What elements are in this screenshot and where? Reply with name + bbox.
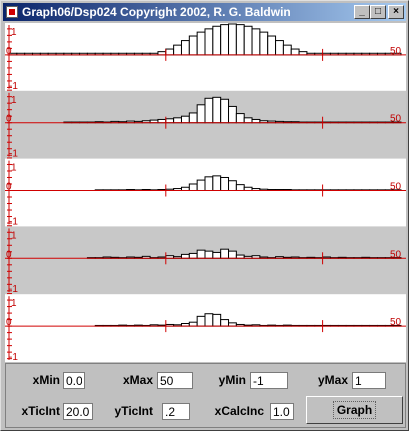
plot-4-bar [180, 253, 190, 259]
plot-1-bar [251, 28, 261, 56]
plot-2-bar [243, 117, 253, 124]
plot-2-y-bottom-label: -1 [9, 149, 18, 160]
plot-4-bar [220, 248, 230, 259]
plot-3-bar [212, 175, 222, 192]
graph-button[interactable]: Graph [306, 396, 403, 424]
yticint-label: yTicInt [114, 404, 153, 418]
plot-4-x-max-label: 50 [390, 249, 402, 260]
title-bar[interactable]: Graph06/Dsp024 Copyright 2002, R. G. Bal… [3, 3, 406, 21]
plot-1-bar [188, 35, 198, 56]
plot-3-y-zero-label: 0 [6, 182, 12, 193]
control-panel: xMin xMax yMin yMax xTicInt yTicInt xCal… [5, 363, 406, 428]
plot-4-bar [204, 250, 214, 259]
plot-4-bar [196, 249, 206, 259]
plot-5-x-max-label: 50 [390, 317, 402, 328]
plot-5-bar [220, 319, 230, 327]
plot-1-bar [204, 28, 214, 56]
plot-1-y-bottom-label: -1 [9, 81, 18, 92]
plot-3-y-bottom-label: -1 [9, 216, 18, 227]
plot-1-bar [173, 44, 182, 56]
plot-1-y-top-label: 1 [11, 27, 17, 38]
ymax-field[interactable] [352, 372, 386, 389]
plot-1-bar [228, 23, 237, 56]
plot-area: 1 0 -1 50 1 0 -1 50 1 0 -1 50 1 0 -1 50 1 0 -1 50 [5, 23, 406, 362]
plot-3-bar [188, 183, 198, 192]
xmin-field[interactable] [63, 372, 85, 389]
java-app-icon[interactable] [6, 6, 18, 18]
plot-1-bar [196, 31, 206, 56]
plot-2-y-top-label: 1 [11, 95, 17, 106]
plot-2-bar [188, 112, 198, 124]
plot-1-bar [165, 48, 175, 56]
xticint-label: xTicInt [21, 404, 60, 418]
plot-4-bar [212, 251, 222, 259]
maximize-button[interactable]: □ [370, 5, 386, 19]
plot-1-bar [180, 40, 190, 56]
plot-1-y-zero-label: 0 [6, 46, 12, 57]
minimize-button[interactable]: _ [354, 5, 370, 19]
plot-4-bar [228, 250, 237, 259]
plot-2-bar [220, 98, 230, 124]
plot-1-bar [267, 35, 277, 56]
plot-3-y-top-label: 1 [11, 163, 17, 174]
plot-1-bar [212, 25, 222, 56]
plot-2-y-zero-label: 0 [6, 114, 12, 125]
ymin-label: yMin [218, 373, 246, 387]
plot-2-bar [196, 104, 206, 124]
plot-1-bar [290, 48, 300, 56]
xmax-field[interactable] [157, 372, 193, 389]
xticint-field[interactable] [63, 403, 93, 420]
plot-4-bar [188, 252, 198, 259]
plot-5-bar [204, 313, 214, 327]
plot-1-bar [235, 24, 245, 56]
ymax-label: yMax [317, 373, 348, 387]
xmin-label: xMin [32, 373, 60, 387]
plot-3-bar [220, 176, 230, 191]
plot-3-bar [228, 180, 237, 192]
plot-3-bar [204, 176, 214, 192]
plot-4-y-top-label: 1 [11, 230, 17, 241]
plot-2-bar [212, 96, 222, 124]
plot-2-bar [235, 113, 245, 124]
plot-5-y-zero-label: 0 [6, 317, 12, 328]
plot-1-bar [220, 24, 230, 56]
plot-2-bar [173, 117, 182, 124]
plot-2-bar [228, 105, 237, 124]
plot-2-bar [180, 115, 190, 124]
plot-1-bar [275, 40, 284, 56]
plot-4-y-zero-label: 0 [6, 249, 12, 260]
graph-button-label: Graph [332, 401, 377, 419]
plot-3-x-max-label: 50 [390, 182, 402, 193]
plot-1-bar [243, 25, 253, 56]
ymin-field[interactable] [250, 372, 288, 389]
yticint-field[interactable] [162, 403, 190, 420]
plot-5-bar [188, 321, 198, 327]
plot-1-bar [282, 44, 292, 56]
plot-5-y-top-label: 1 [11, 298, 17, 309]
plot-5-y-bottom-label: -1 [9, 352, 18, 362]
plot-5-bar [212, 313, 222, 327]
plot-3-bar [235, 184, 245, 191]
plot-2-x-max-label: 50 [390, 114, 402, 125]
plot-2-bar [165, 118, 175, 124]
xcalcinc-field[interactable] [270, 403, 294, 420]
xmax-label: xMax [122, 373, 153, 387]
plot-2-bar [204, 97, 214, 124]
plot-3-bar [196, 179, 206, 191]
plot-4-y-bottom-label: -1 [9, 284, 18, 295]
window-title: Graph06/Dsp024 Copyright 2002, R. G. Bal… [22, 5, 291, 19]
plot-1-x-max-label: 50 [390, 46, 402, 57]
plot-4-background [5, 226, 406, 295]
plot-1-bar [259, 31, 269, 56]
xcalcinc-label: xCalcInc [214, 404, 264, 418]
plots-canvas: 1 0 -1 50 1 0 -1 50 1 0 -1 50 1 0 -1 50 1 0 -1 50 [5, 23, 406, 362]
close-button[interactable]: × [388, 5, 404, 19]
plot-5-bar [196, 315, 206, 327]
